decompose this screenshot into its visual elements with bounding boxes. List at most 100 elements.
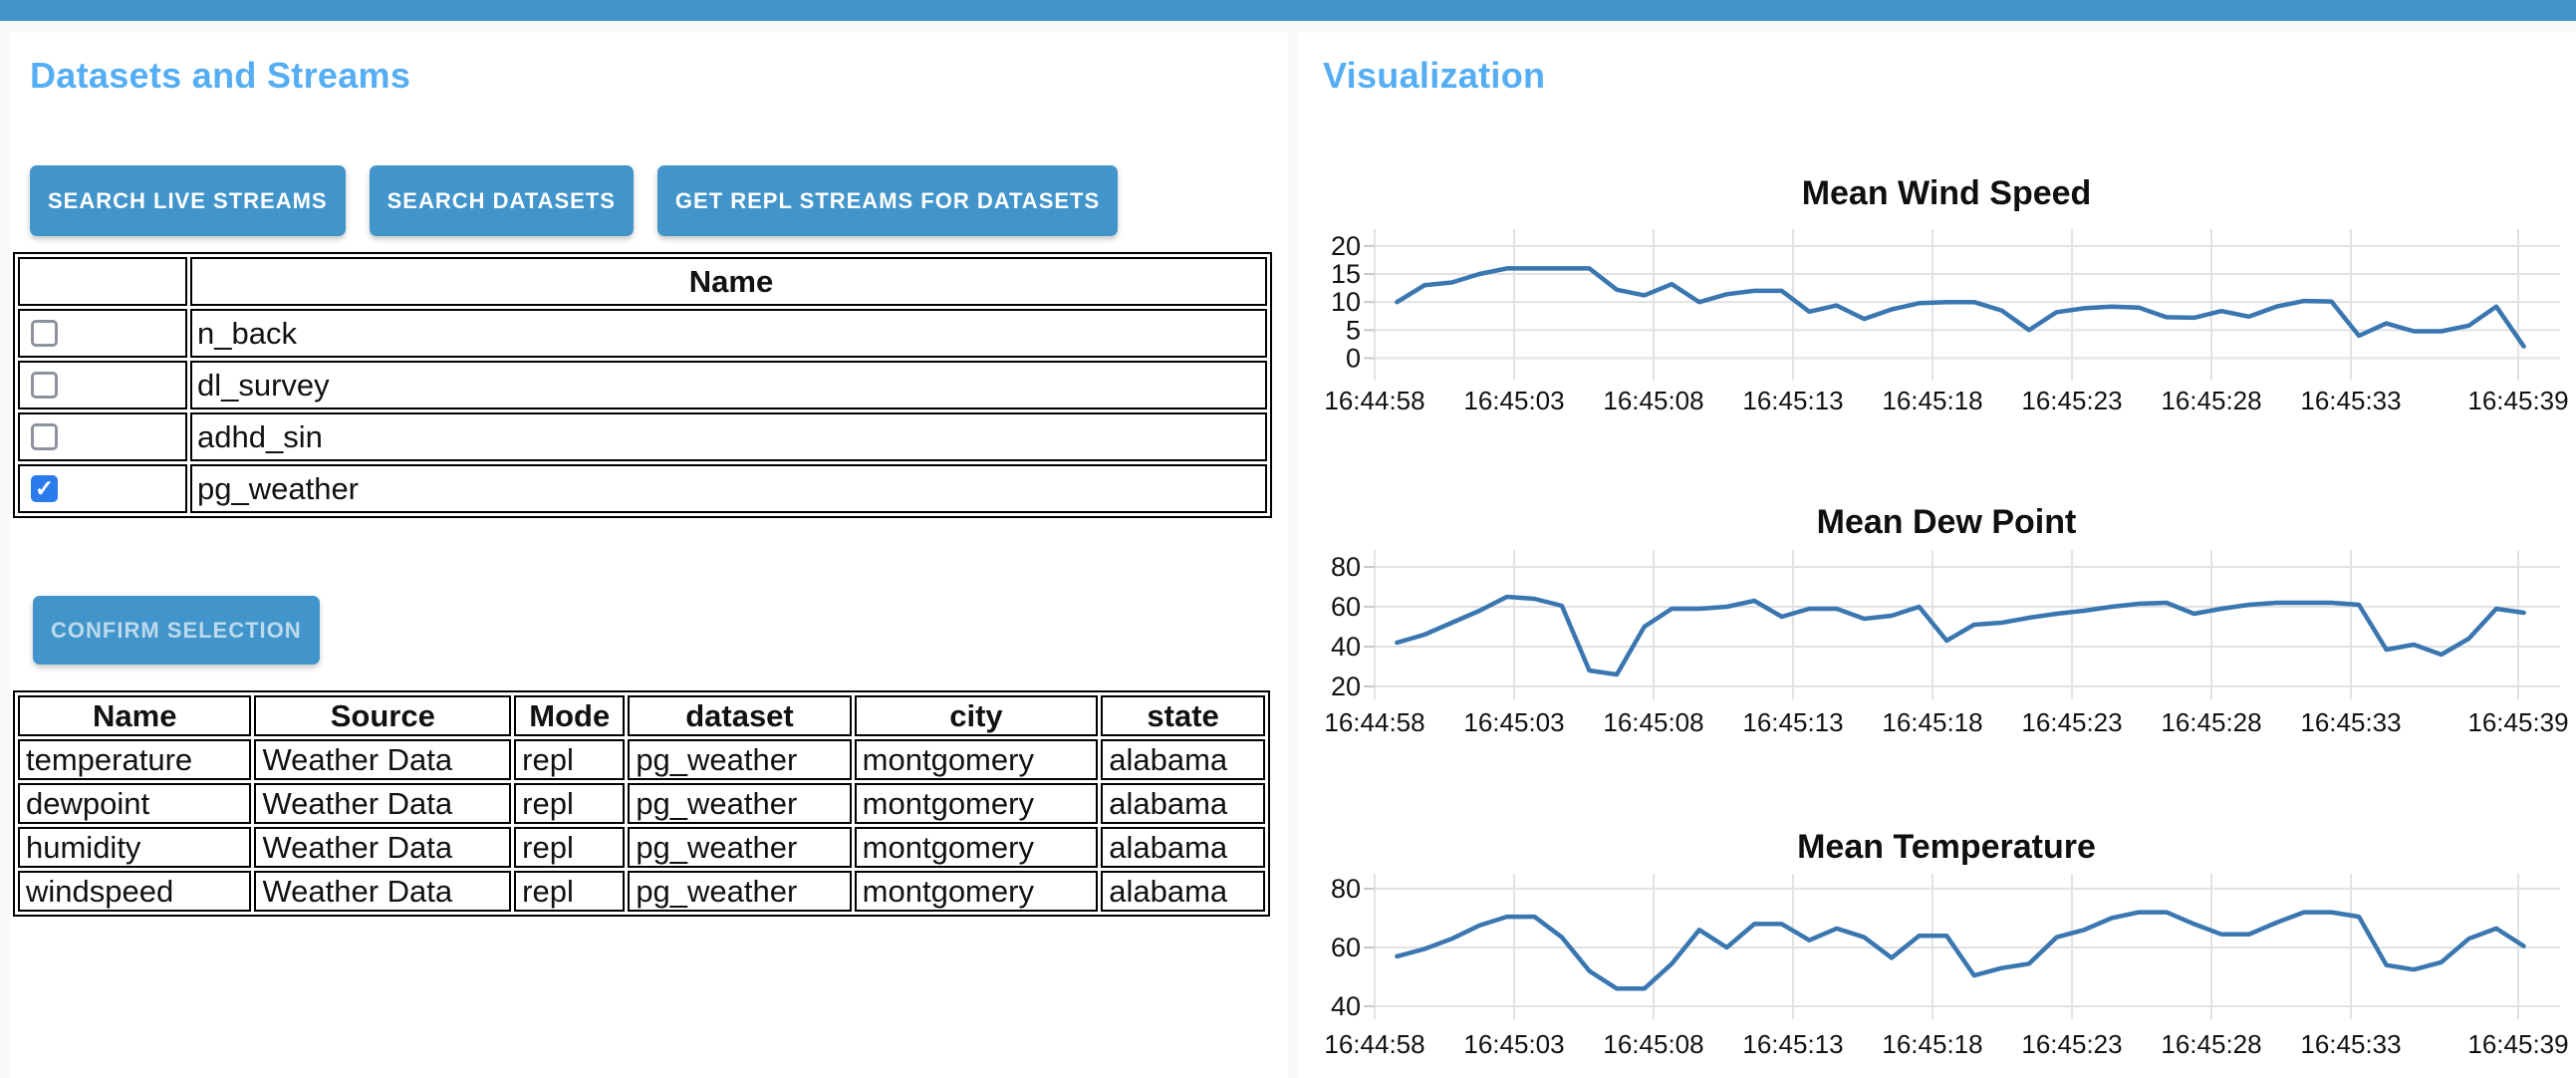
stream-cell: pg_weather xyxy=(628,739,852,780)
search-datasets-button[interactable]: SEARCH DATASETS xyxy=(369,165,634,236)
stream-actions-row: SEARCH LIVE STREAMS SEARCH DATASETS GET … xyxy=(30,165,1119,236)
x-axis-tick-label: 16:44:58 xyxy=(1324,707,1424,737)
data-line xyxy=(1395,266,2526,349)
x-axis-tick-label: 16:45:39 xyxy=(2467,1029,2568,1059)
x-axis-tick-label: 16:45:28 xyxy=(2161,386,2261,415)
dataset-row: ✓ pg_weather xyxy=(18,464,1267,513)
stream-row: temperature Weather Data repl pg_weather mon… xyxy=(18,739,1265,780)
y-axis-tick-label: 20 xyxy=(1331,231,1361,261)
stream-cell: repl xyxy=(514,871,626,912)
stream-cell: pg_weather xyxy=(628,783,852,824)
stream-cell: Weather Data xyxy=(254,783,512,824)
x-axis-tick-label: 16:45:13 xyxy=(1742,1029,1843,1059)
stream-row: humidity Weather Data repl pg_weather montgo… xyxy=(18,827,1265,868)
streams-column-header: city xyxy=(854,695,1099,736)
stream-cell: alabama xyxy=(1101,871,1265,912)
dataset-checkbox-checked[interactable]: ✓ xyxy=(31,475,58,502)
stream-cell: pg_weather xyxy=(628,871,852,912)
y-axis-tick-label: 5 xyxy=(1346,315,1361,345)
x-axis-tick-label: 16:45:13 xyxy=(1742,707,1843,737)
x-axis-tick-label: 16:45:28 xyxy=(2161,1029,2261,1059)
x-axis-tick-label: 16:45:08 xyxy=(1603,707,1703,737)
x-axis-tick-label: 16:45:03 xyxy=(1463,386,1564,415)
chart-mean-temperature: 40 60 80 16:44:58 16:45:03 16:45:08 16:45:13 16… xyxy=(1324,828,2568,1059)
streams-column-header: state xyxy=(1101,695,1265,736)
stream-cell: montgomery xyxy=(854,783,1099,824)
chart-title: Mean Wind Speed xyxy=(1802,174,2092,212)
x-axis-tick-label: 16:45:39 xyxy=(2467,707,2568,737)
stream-cell: alabama xyxy=(1101,827,1265,868)
x-axis-tick-label: 16:45:39 xyxy=(2467,386,2568,415)
visualization-panel: Visualization 0 5 10 15 20 16:44:58 16:45:03 16… xyxy=(1298,33,2576,1078)
search-live-streams-button[interactable]: SEARCH LIVE STREAMS xyxy=(30,165,346,236)
x-axis-tick-label: 16:45:13 xyxy=(1742,386,1843,415)
x-axis-tick-label: 16:44:58 xyxy=(1324,386,1424,415)
chart-title: Mean Temperature xyxy=(1797,828,2096,866)
stream-cell: Weather Data xyxy=(254,739,512,780)
y-axis-tick-label: 15 xyxy=(1331,259,1361,289)
dataset-checkbox-cell xyxy=(18,309,187,358)
stream-cell: montgomery xyxy=(854,827,1099,868)
stream-cell: alabama xyxy=(1101,783,1265,824)
x-axis-tick-label: 16:45:23 xyxy=(2021,1029,2122,1059)
dataset-name-cell: adhd_sin xyxy=(190,412,1267,461)
stream-cell: repl xyxy=(514,739,626,780)
name-column-header: Name xyxy=(190,257,1267,306)
stream-cell: windspeed xyxy=(18,871,252,912)
y-axis-tick-label: 20 xyxy=(1331,672,1361,701)
stream-cell: alabama xyxy=(1101,739,1265,780)
data-line xyxy=(1395,594,2526,677)
dataset-name-cell: pg_weather xyxy=(190,464,1267,513)
stream-cell: pg_weather xyxy=(628,827,852,868)
streams-column-header: Source xyxy=(254,695,512,736)
stream-row: windspeed Weather Data repl pg_weather montg… xyxy=(18,871,1265,912)
dataset-checkbox-cell: ✓ xyxy=(18,464,187,513)
stream-cell: Weather Data xyxy=(254,871,512,912)
y-axis-tick-label: 10 xyxy=(1331,287,1361,317)
stream-row: dewpoint Weather Data repl pg_weather montgo… xyxy=(18,783,1265,824)
checkbox-column-header xyxy=(18,257,187,306)
dataset-row: dl_survey xyxy=(18,361,1267,409)
x-axis-tick-label: 16:45:18 xyxy=(1882,386,1982,415)
x-axis-tick-label: 16:45:33 xyxy=(2300,707,2401,737)
y-axis-tick-label: 80 xyxy=(1331,874,1361,904)
y-axis-tick-label: 40 xyxy=(1331,632,1361,662)
x-axis-tick-label: 16:45:23 xyxy=(2021,707,2122,737)
dataset-checkbox-unchecked[interactable] xyxy=(31,320,58,347)
stream-cell: dewpoint xyxy=(18,783,252,824)
dataset-checkbox-unchecked[interactable] xyxy=(31,423,58,450)
streams-column-header: Name xyxy=(18,695,252,736)
datasets-table: Name n_back dl_survey adhd_sin ✓ pg_weather xyxy=(13,252,1272,518)
stream-cell: repl xyxy=(514,827,626,868)
data-line xyxy=(1395,910,2526,991)
x-axis-tick-label: 16:44:58 xyxy=(1324,1029,1424,1059)
y-axis-tick-label: 60 xyxy=(1331,592,1361,622)
x-axis-tick-label: 16:45:03 xyxy=(1463,1029,1564,1059)
chart-mean-dew-point: 20 40 60 80 16:44:58 16:45:03 16:45:08 16:45:13… xyxy=(1324,503,2568,737)
dataset-row: adhd_sin xyxy=(18,412,1267,461)
streams-table-header-row: Name Source Mode dataset city state xyxy=(18,695,1265,736)
top-app-bar xyxy=(0,0,2576,21)
dataset-name-cell: n_back xyxy=(190,309,1267,358)
confirm-selection-button[interactable]: CONFIRM SELECTION xyxy=(33,596,320,665)
y-axis-tick-label: 0 xyxy=(1346,343,1361,373)
stream-cell: temperature xyxy=(18,739,252,780)
x-axis-tick-label: 16:45:08 xyxy=(1603,386,1703,415)
stream-cell: montgomery xyxy=(854,739,1099,780)
dataset-name-cell: dl_survey xyxy=(190,361,1267,409)
x-axis-tick-label: 16:45:28 xyxy=(2161,707,2261,737)
dataset-checkbox-cell xyxy=(18,361,187,409)
y-axis-tick-label: 80 xyxy=(1331,552,1361,582)
x-axis-tick-label: 16:45:23 xyxy=(2021,386,2122,415)
stream-cell: montgomery xyxy=(854,871,1099,912)
datasets-panel-title: Datasets and Streams xyxy=(30,55,411,96)
dataset-checkbox-cell xyxy=(18,412,187,461)
stream-cell: repl xyxy=(514,783,626,824)
get-repl-streams-button[interactable]: GET REPL STREAMS FOR DATASETS xyxy=(656,165,1119,236)
visualization-panel-title: Visualization xyxy=(1323,55,1546,96)
chart-title: Mean Dew Point xyxy=(1817,503,2077,541)
x-axis-tick-label: 16:45:33 xyxy=(2300,1029,2401,1059)
dataset-checkbox-unchecked[interactable] xyxy=(31,372,58,399)
